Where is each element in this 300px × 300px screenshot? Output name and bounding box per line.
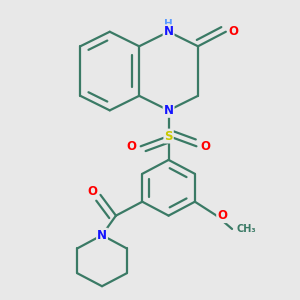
Text: O: O (88, 185, 98, 198)
Text: O: O (126, 140, 136, 153)
Text: CH₃: CH₃ (237, 224, 256, 234)
Text: N: N (164, 104, 174, 117)
Text: H: H (164, 19, 173, 29)
Text: N: N (164, 25, 174, 38)
Text: O: O (217, 209, 227, 222)
Text: S: S (164, 130, 173, 142)
Text: O: O (229, 25, 238, 38)
Text: N: N (97, 229, 107, 242)
Text: O: O (201, 140, 211, 153)
